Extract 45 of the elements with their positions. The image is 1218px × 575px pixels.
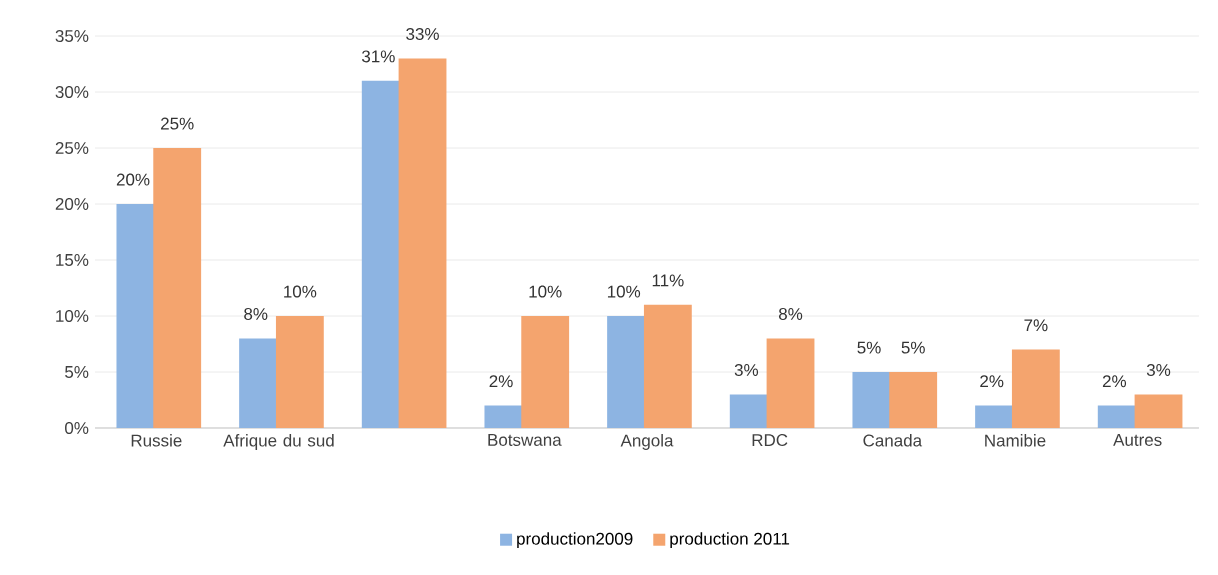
data-label: 2% <box>980 375 1004 388</box>
y-tick-label: 15% <box>56 254 89 266</box>
x-tick-label: Angola <box>620 434 674 450</box>
x-tick-label: Namibie <box>985 434 1046 447</box>
data-label: 8% <box>778 307 803 320</box>
data-label: 31% <box>362 50 395 63</box>
y-tick-label: 30% <box>55 86 89 99</box>
y-tick-label: 5% <box>65 366 89 378</box>
x-tick-label: RDC <box>752 434 788 447</box>
y-tick-label: 20% <box>55 198 89 211</box>
x-tick-label: Canada <box>863 434 923 447</box>
y-tick-label: 0% <box>65 422 89 435</box>
bar <box>275 316 324 428</box>
legend-label: production 2011 <box>670 532 790 549</box>
data-label: 7% <box>1024 319 1048 332</box>
data-label: 3% <box>734 363 759 376</box>
data-label: 5% <box>901 341 925 354</box>
bar <box>1134 394 1183 428</box>
data-label: 2% <box>489 375 513 388</box>
data-label: 20% <box>116 173 150 186</box>
data-label: 2% <box>1102 375 1127 388</box>
data-label: 10% <box>607 285 641 298</box>
data-label: 5% <box>857 341 881 354</box>
data-label: 11% <box>652 274 684 287</box>
bar <box>398 58 447 428</box>
bar <box>1011 349 1060 428</box>
bar <box>521 316 570 428</box>
data-label: 10% <box>284 285 317 298</box>
x-tick-label: Russie <box>131 434 182 447</box>
x-tick-label: Autres <box>1113 434 1162 446</box>
y-tick-label: 10% <box>56 310 89 323</box>
data-label: 33% <box>406 27 439 40</box>
bar <box>889 372 938 428</box>
bar <box>153 148 202 428</box>
data-label: 25% <box>161 117 194 130</box>
data-label: 10% <box>529 285 562 298</box>
x-tick-label: Afrique du sud <box>223 434 334 450</box>
data-label: 8% <box>244 307 268 320</box>
bar <box>766 338 815 428</box>
bar <box>643 304 692 428</box>
data-label: 3% <box>1146 363 1171 376</box>
legend-label: production2009 <box>517 532 633 549</box>
x-tick-label: Botswana <box>488 434 562 446</box>
y-tick-label: 25% <box>55 142 89 155</box>
y-tick-label: 35% <box>55 30 89 43</box>
